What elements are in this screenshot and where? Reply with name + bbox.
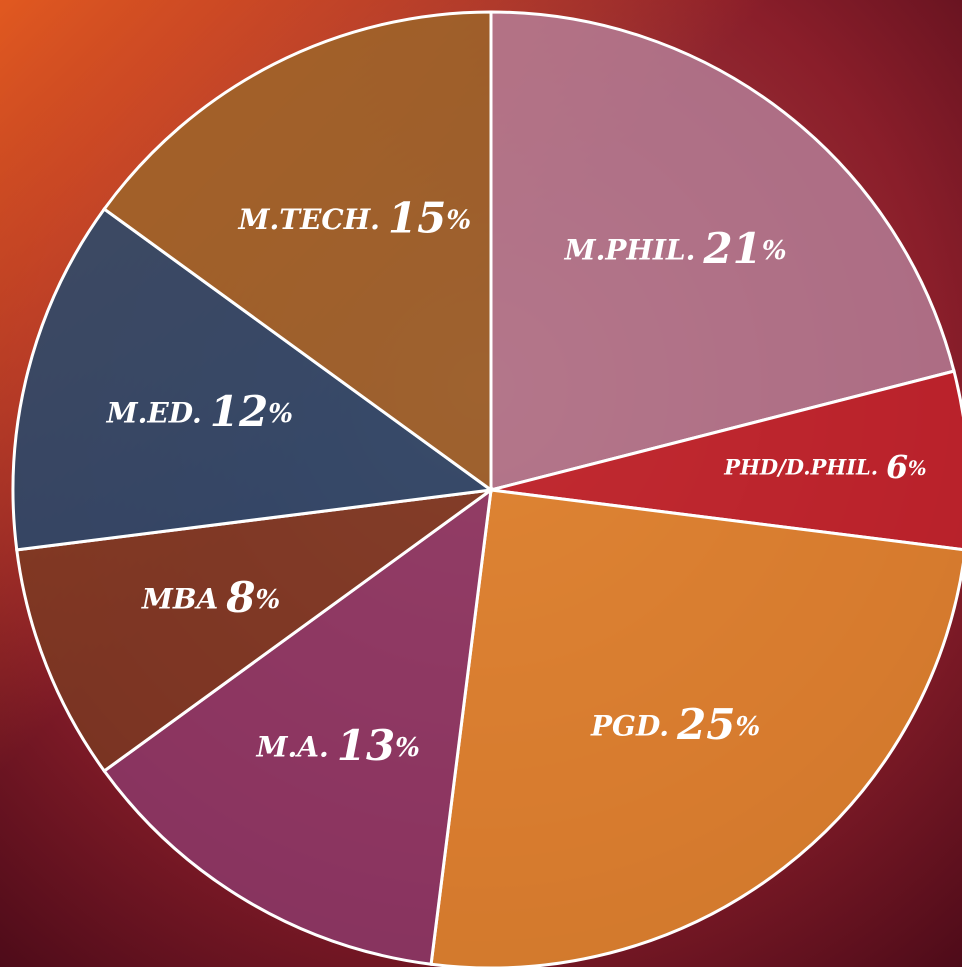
pie-slice (489, 10, 956, 492)
slice-label: MBA 8% (141, 573, 280, 622)
value-unit: % (255, 585, 280, 615)
pie-slice (15, 488, 492, 774)
pie-slice (429, 488, 962, 967)
value-number: 21 (702, 224, 761, 273)
category-label: M.TECH. (237, 203, 379, 236)
pie-slice (490, 369, 962, 552)
value-label: 15% (388, 194, 471, 243)
slice-label: PHD/D.PHIL. 6% (723, 448, 926, 485)
pie-slice (11, 206, 495, 552)
slice-label: M.PHIL. 21% (564, 224, 787, 273)
value-unit: % (395, 733, 420, 763)
value-number: 12 (210, 387, 268, 436)
value-label: 21% (702, 224, 786, 273)
slice-label: M.ED. 12% (106, 387, 293, 436)
category-label: PHD/D.PHIL. (723, 454, 878, 479)
value-label: 8% (225, 573, 280, 622)
value-label: 12% (210, 387, 293, 436)
category-label: PGD. (590, 709, 669, 742)
value-label: 25% (676, 700, 760, 749)
pie-slice (102, 10, 493, 493)
category-label: M.PHIL. (564, 234, 696, 267)
value-number: 6 (886, 448, 908, 485)
value-number: 8 (225, 573, 255, 622)
slice-label: PGD. 25% (590, 700, 760, 749)
category-label: M.A. (256, 731, 329, 764)
category-label: M.ED. (106, 397, 202, 430)
value-unit: % (908, 456, 927, 479)
value-unit: % (268, 399, 293, 429)
value-label: 13% (337, 721, 420, 770)
category-label: MBA (141, 582, 218, 615)
value-unit: % (446, 206, 471, 236)
value-unit: % (762, 236, 787, 266)
pie (11, 10, 962, 967)
slice-label: M.TECH. 15% (237, 194, 471, 243)
value-label: 6% (886, 448, 926, 485)
value-number: 25 (676, 700, 735, 749)
value-unit: % (735, 712, 760, 742)
value-number: 13 (337, 721, 395, 770)
slice-label: M.A. 13% (256, 721, 420, 770)
pie-slice (102, 486, 493, 966)
value-number: 15 (388, 194, 446, 243)
